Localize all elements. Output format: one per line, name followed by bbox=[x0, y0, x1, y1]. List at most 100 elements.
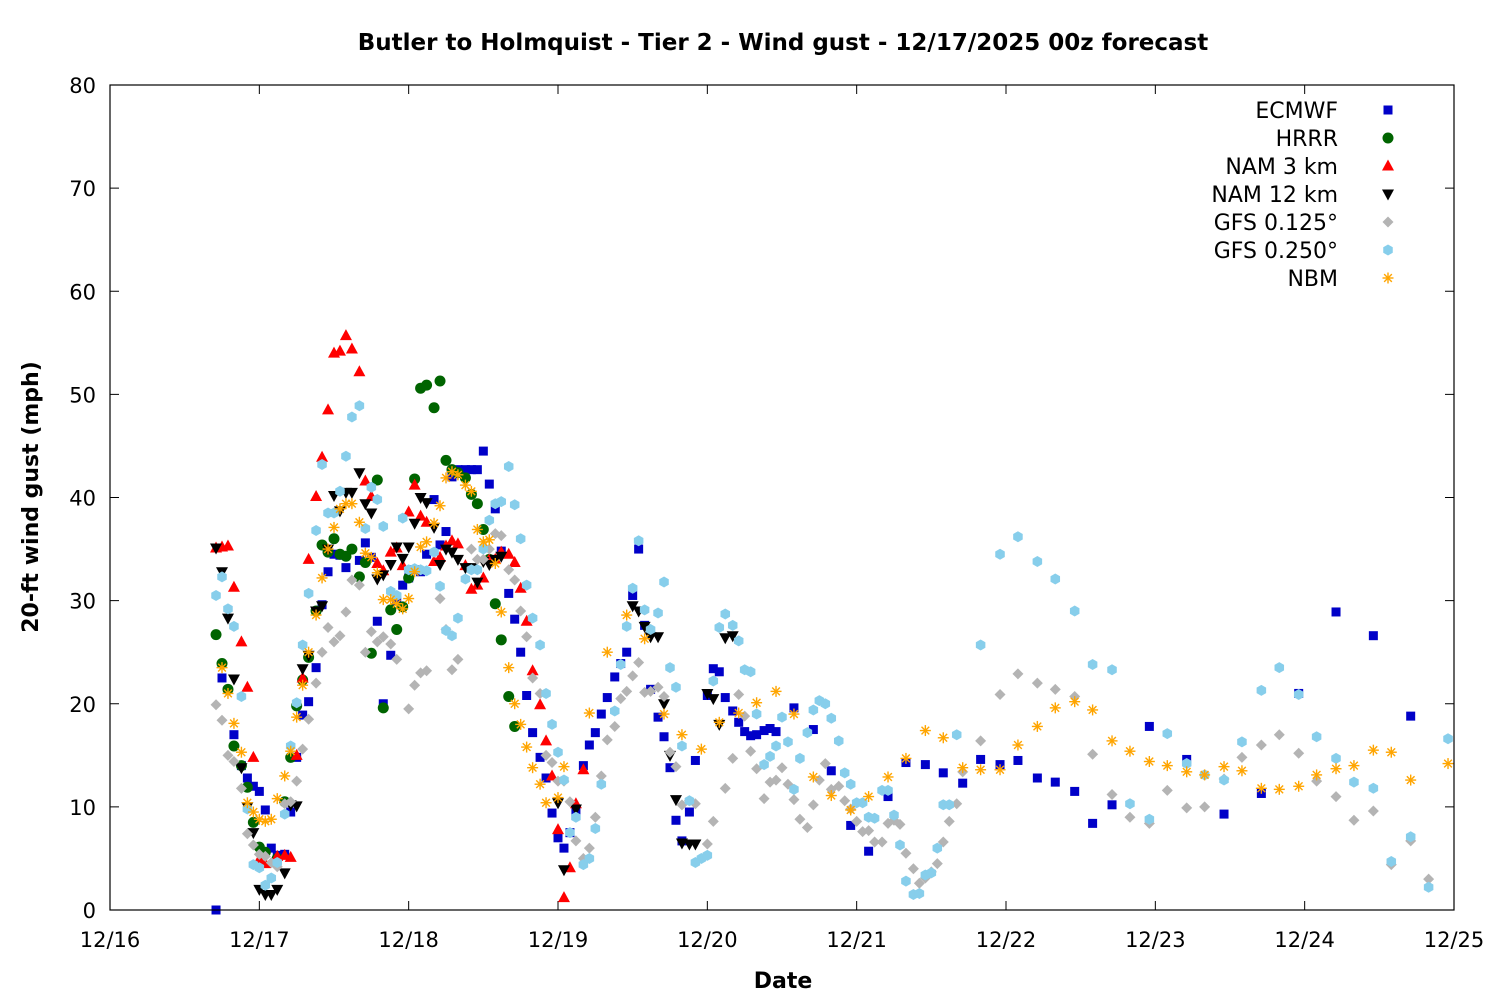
data-point bbox=[557, 891, 570, 903]
data-point bbox=[788, 794, 800, 806]
data-point bbox=[341, 563, 351, 573]
data-point bbox=[659, 732, 669, 742]
data-point bbox=[522, 691, 532, 700]
data-point bbox=[328, 533, 340, 545]
data-point bbox=[745, 666, 756, 678]
data-point bbox=[254, 862, 265, 874]
data-point bbox=[302, 552, 315, 564]
data-point bbox=[645, 624, 656, 635]
data-point bbox=[720, 608, 731, 620]
data-point bbox=[216, 662, 228, 674]
x-tick-label: 12/17 bbox=[229, 928, 290, 952]
data-point bbox=[391, 653, 403, 665]
data-point bbox=[621, 609, 633, 621]
data-point bbox=[547, 718, 557, 730]
data-point bbox=[247, 750, 260, 762]
data-point bbox=[1273, 783, 1285, 795]
data-point bbox=[951, 729, 962, 741]
data-point bbox=[759, 759, 769, 771]
data-point bbox=[583, 842, 595, 854]
data-point bbox=[504, 588, 514, 598]
data-point bbox=[1386, 856, 1397, 868]
data-point bbox=[341, 450, 351, 462]
data-point bbox=[845, 778, 856, 790]
data-point bbox=[1330, 791, 1342, 803]
data-point bbox=[659, 576, 669, 588]
data-point bbox=[994, 764, 1006, 776]
data-point bbox=[290, 748, 303, 760]
data-point bbox=[414, 493, 427, 504]
data-point bbox=[398, 580, 408, 590]
legend-marker bbox=[1382, 159, 1394, 171]
data-point bbox=[453, 612, 463, 624]
data-point bbox=[771, 727, 781, 737]
data-point bbox=[876, 836, 888, 848]
data-point bbox=[465, 543, 477, 555]
data-point bbox=[378, 520, 389, 532]
data-point bbox=[578, 859, 589, 871]
data-point bbox=[452, 469, 464, 481]
data-point bbox=[684, 795, 695, 807]
data-point bbox=[354, 555, 364, 565]
data-point bbox=[689, 839, 702, 851]
data-point bbox=[414, 509, 427, 521]
data-point bbox=[1219, 774, 1229, 786]
data-point bbox=[472, 465, 482, 475]
data-point bbox=[285, 796, 297, 808]
data-point bbox=[371, 574, 384, 586]
data-point bbox=[534, 698, 547, 710]
data-point bbox=[825, 790, 837, 802]
data-point bbox=[347, 411, 357, 423]
data-point bbox=[708, 675, 719, 687]
data-point bbox=[297, 679, 309, 691]
data-point bbox=[1349, 776, 1359, 788]
data-point bbox=[671, 681, 681, 693]
data-point bbox=[235, 763, 248, 775]
data-point bbox=[297, 743, 309, 755]
data-point bbox=[365, 551, 377, 563]
data-point bbox=[434, 375, 446, 387]
data-point bbox=[553, 833, 563, 843]
data-point bbox=[552, 792, 564, 804]
data-point bbox=[242, 773, 252, 783]
data-point bbox=[1293, 780, 1305, 792]
y-tick-label: 80 bbox=[69, 74, 96, 98]
data-point bbox=[546, 769, 559, 781]
data-point bbox=[1032, 773, 1042, 783]
data-point bbox=[254, 786, 264, 796]
data-point bbox=[496, 496, 507, 508]
data-point bbox=[316, 572, 328, 584]
legend-marker bbox=[1382, 272, 1394, 284]
data-point bbox=[1367, 805, 1379, 817]
data-point bbox=[609, 720, 621, 732]
data-point bbox=[465, 582, 478, 594]
data-point bbox=[359, 646, 371, 658]
data-point bbox=[1255, 739, 1267, 751]
data-point bbox=[584, 740, 594, 750]
data-point bbox=[833, 735, 844, 747]
data-point bbox=[895, 839, 905, 851]
data-point bbox=[228, 756, 240, 767]
legend-marker bbox=[1382, 216, 1394, 228]
data-point bbox=[770, 774, 782, 786]
plot-frame bbox=[109, 84, 1455, 911]
data-point bbox=[1181, 758, 1192, 770]
data-point bbox=[590, 728, 600, 738]
data-point bbox=[559, 774, 569, 786]
data-point bbox=[1368, 631, 1378, 641]
data-point bbox=[733, 635, 744, 647]
data-point bbox=[944, 799, 955, 811]
data-point bbox=[311, 525, 321, 536]
data-point bbox=[521, 631, 533, 643]
data-point bbox=[515, 533, 526, 545]
data-point bbox=[353, 365, 366, 377]
data-point bbox=[535, 752, 545, 762]
data-point bbox=[478, 446, 488, 456]
data-point bbox=[719, 782, 731, 794]
data-point bbox=[788, 708, 800, 720]
data-point bbox=[728, 706, 738, 716]
data-point bbox=[217, 571, 227, 583]
data-point bbox=[502, 547, 515, 559]
data-point bbox=[429, 495, 439, 505]
data-point bbox=[335, 485, 345, 497]
